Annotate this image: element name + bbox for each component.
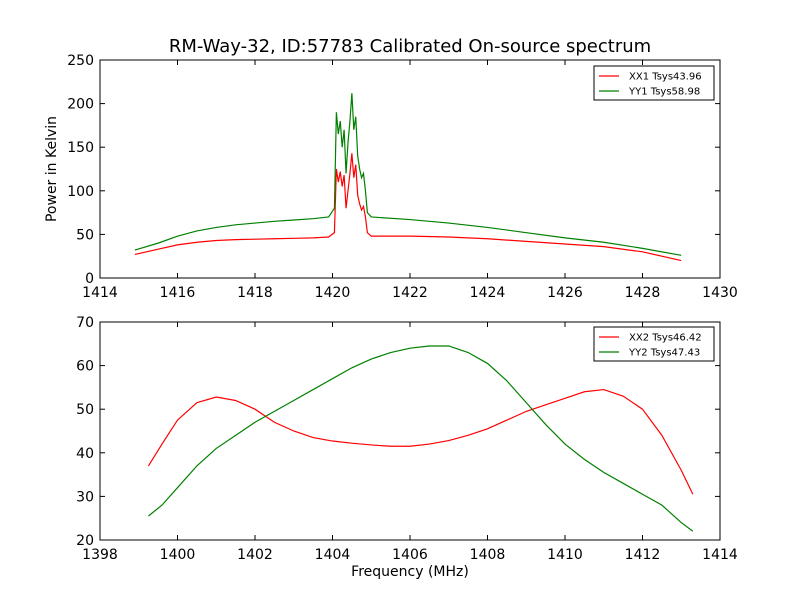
top-series-line-1 xyxy=(134,153,682,262)
bottom-xlabel: Frequency (MHz) xyxy=(351,564,469,580)
top-xtick-label: 1420 xyxy=(315,285,351,301)
top-ytick-label: 100 xyxy=(67,184,94,200)
top-ytick-label: 50 xyxy=(76,227,94,243)
bottom-xtick-label: 1408 xyxy=(470,547,506,563)
bottom-xtick-label: 1412 xyxy=(625,547,661,563)
bottom-ytick-label: 20 xyxy=(76,533,94,549)
bottom-ytick-label: 30 xyxy=(76,489,94,505)
bottom-xtick-label: 1402 xyxy=(237,547,273,563)
top-xtick-label: 1422 xyxy=(392,285,428,301)
bottom-legend-label: XX2 Tsys46.42 xyxy=(629,333,702,344)
top-xtick-label: 1426 xyxy=(547,285,583,301)
bottom-series-line-1 xyxy=(147,388,694,495)
bottom-legend-box xyxy=(593,326,715,362)
top-ytick-label: 0 xyxy=(85,271,94,287)
top-ytick-label: 200 xyxy=(67,97,94,113)
bottom-panel: Frequency (MHz) 1398 1400 1402 1404 1406 1408… xyxy=(76,315,738,580)
top-ytick-label: 150 xyxy=(67,140,94,156)
top-panel: Power in Kelvin 1414 1416 1418 1420 1422 1424… xyxy=(44,53,738,301)
top-xtick-label: 1424 xyxy=(470,285,506,301)
bottom-xtick-label: 1400 xyxy=(160,547,196,563)
bottom-series-line-2 xyxy=(148,345,694,532)
top-xtick-label: 1428 xyxy=(625,285,661,301)
bottom-xtick-label: 1398 xyxy=(82,547,118,563)
bottom-ytick-label: 60 xyxy=(76,359,94,375)
top-xtick-label: 1418 xyxy=(237,285,273,301)
top-legend-label: YY1 Tsys58.98 xyxy=(628,87,700,98)
top-xtick-label: 1414 xyxy=(82,285,118,301)
bottom-ytick-label: 50 xyxy=(76,402,94,418)
top-xtick-label: 1430 xyxy=(702,285,738,301)
bottom-xtick-label: 1414 xyxy=(702,547,738,563)
top-xtick-label: 1416 xyxy=(160,285,196,301)
top-ylabel: Power in Kelvin xyxy=(44,116,60,222)
bottom-ytick-label: 70 xyxy=(76,315,94,331)
top-legend-label: XX1 Tsys43.96 xyxy=(629,72,702,83)
bottom-legend-label: YY2 Tsys47.43 xyxy=(628,348,700,359)
chart-title: RM-Way-32, ID:57783 Calibrated On-source… xyxy=(169,36,651,57)
bottom-xtick-label: 1406 xyxy=(392,547,428,563)
top-series-line-2 xyxy=(134,93,682,256)
bottom-xtick-label: 1404 xyxy=(315,547,351,563)
top-ytick-label: 250 xyxy=(67,53,94,69)
bottom-xtick-label: 1410 xyxy=(547,547,583,563)
bottom-ytick-label: 40 xyxy=(76,446,94,462)
top-legend-box xyxy=(593,65,715,101)
